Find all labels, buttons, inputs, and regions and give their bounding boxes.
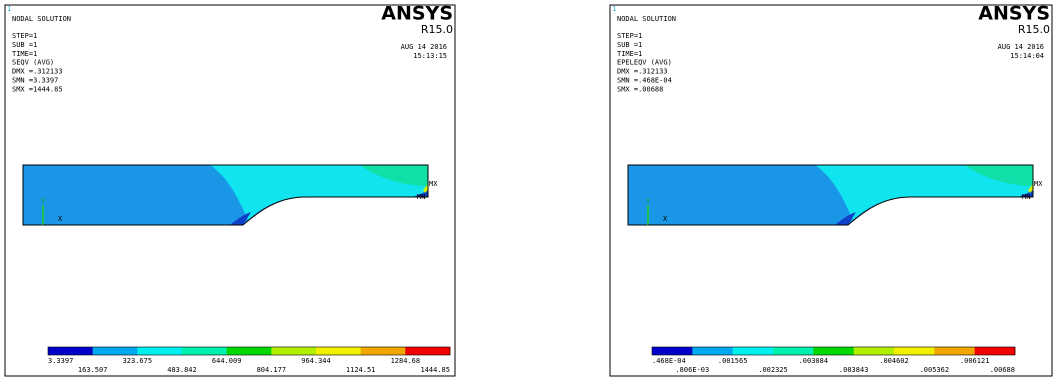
info-line: STEP=1 — [617, 32, 642, 40]
legend-label: 323.675 — [123, 357, 153, 365]
logo: ANSYS — [381, 3, 453, 25]
window-number: 1 — [7, 5, 11, 13]
legend-label: 964.344 — [301, 357, 331, 365]
legend-swatch — [93, 347, 138, 355]
min-marker: MN — [1022, 193, 1030, 201]
legend-swatch — [652, 347, 693, 355]
legend-label: 1444.85 — [420, 366, 450, 374]
max-marker: MX — [429, 180, 438, 188]
info-line: SMX =.00688 — [617, 85, 663, 93]
version: R15.0 — [1018, 23, 1050, 36]
legend-label: 3.3397 — [48, 357, 73, 365]
info-line: SMX =1444.85 — [12, 85, 63, 93]
legend-label: .00688 — [990, 366, 1015, 374]
legend-swatch — [813, 347, 854, 355]
plot-title: NODAL SOLUTION — [12, 15, 71, 23]
plot-title: NODAL SOLUTION — [617, 15, 676, 23]
legend-swatch — [773, 347, 814, 355]
info-line: STEP=1 — [12, 32, 37, 40]
time: 15:13:15 — [413, 52, 447, 60]
legend-label: .003843 — [839, 366, 869, 374]
legend-swatch — [975, 347, 1016, 355]
legend-label: 1284.68 — [391, 357, 421, 365]
legend-swatch — [934, 347, 975, 355]
screen: 1NODAL SOLUTIONSTEP=1SUB =1TIME=1SEQV (A… — [0, 0, 1054, 381]
legend-label: .002325 — [758, 366, 788, 374]
legend-swatch — [405, 347, 450, 355]
info-line: DMX =.312133 — [12, 68, 63, 76]
info-line: TIME=1 — [617, 50, 642, 58]
logo: ANSYS — [978, 3, 1050, 25]
max-marker: MX — [1034, 180, 1043, 188]
legend-label: .001565 — [718, 357, 748, 365]
legend-label: 163.507 — [78, 366, 108, 374]
legend-swatch — [271, 347, 316, 355]
legend-swatch — [48, 347, 93, 355]
legend-swatch — [227, 347, 272, 355]
legend-swatch — [361, 347, 406, 355]
legend-label: 644.009 — [212, 357, 242, 365]
legend-label: .003084 — [799, 357, 829, 365]
legend-swatch — [854, 347, 895, 355]
window-number: 1 — [612, 5, 616, 13]
legend-label: .005362 — [920, 366, 950, 374]
legend-label: .004602 — [879, 357, 909, 365]
info-line: SEQV (AVG) — [12, 59, 54, 67]
date: AUG 14 2016 — [401, 43, 447, 51]
info-line: DMX =.312133 — [617, 68, 668, 76]
legend-swatch — [316, 347, 361, 355]
info-line: SUB =1 — [617, 41, 642, 49]
info-line: EPELEQV (AVG) — [617, 59, 672, 67]
date: AUG 14 2016 — [998, 43, 1044, 51]
legend-swatch — [182, 347, 227, 355]
legend-label: 1124.51 — [346, 366, 376, 374]
version: R15.0 — [421, 23, 453, 36]
legend-swatch — [692, 347, 733, 355]
legend-label: .468E-04 — [652, 357, 686, 365]
legend-label: .006121 — [960, 357, 990, 365]
time: 15:14:04 — [1010, 52, 1044, 60]
legend-label: .806E-03 — [675, 366, 709, 374]
info-line: SMN =.468E-04 — [617, 77, 672, 85]
legend-swatch — [733, 347, 774, 355]
min-marker: MN — [417, 193, 425, 201]
legend-label: 804.177 — [257, 366, 287, 374]
legend-label: 483.842 — [167, 366, 197, 374]
info-line: SUB =1 — [12, 41, 37, 49]
legend-swatch — [894, 347, 935, 355]
info-line: TIME=1 — [12, 50, 37, 58]
legend-swatch — [137, 347, 182, 355]
info-line: SMN =3.3397 — [12, 77, 58, 85]
